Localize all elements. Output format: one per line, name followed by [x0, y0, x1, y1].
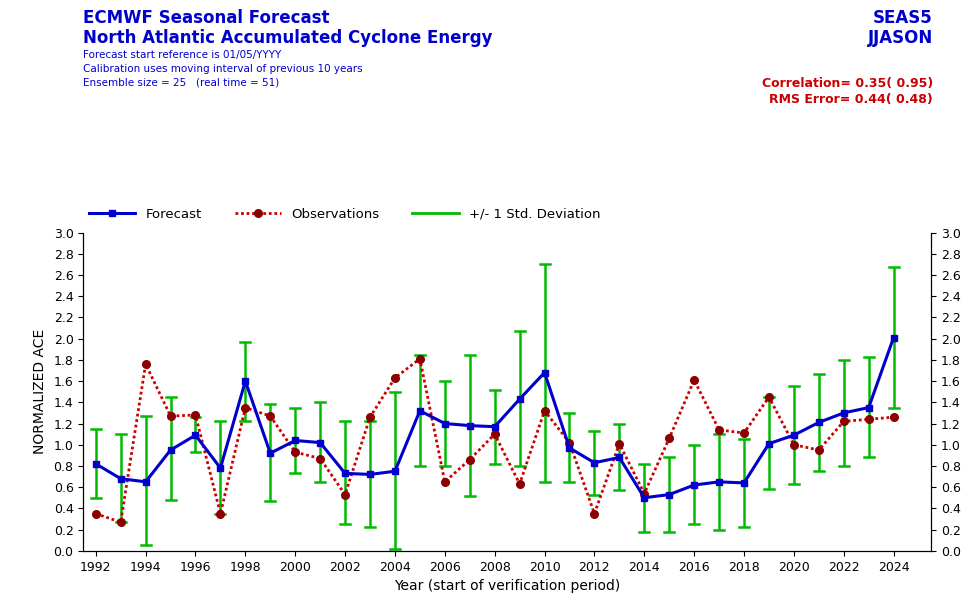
- Text: JJASON: JJASON: [867, 29, 933, 47]
- Y-axis label: NORMALIZED ACE: NORMALIZED ACE: [32, 329, 47, 454]
- Text: SEAS5: SEAS5: [873, 9, 933, 27]
- Text: ECMWF Seasonal Forecast: ECMWF Seasonal Forecast: [83, 9, 330, 27]
- Text: Correlation= 0.35( 0.95): Correlation= 0.35( 0.95): [761, 77, 933, 90]
- Text: North Atlantic Accumulated Cyclone Energy: North Atlantic Accumulated Cyclone Energ…: [83, 29, 493, 47]
- Legend: Forecast, Observations, +/- 1 Std. Deviation: Forecast, Observations, +/- 1 Std. Devia…: [83, 203, 606, 226]
- Text: RMS Error= 0.44( 0.48): RMS Error= 0.44( 0.48): [769, 93, 933, 106]
- X-axis label: Year (start of verification period): Year (start of verification period): [394, 579, 620, 593]
- Text: Ensemble size = 25   (real time = 51): Ensemble size = 25 (real time = 51): [83, 77, 279, 87]
- Text: Calibration uses moving interval of previous 10 years: Calibration uses moving interval of prev…: [83, 64, 363, 73]
- Text: Forecast start reference is 01/05/YYYY: Forecast start reference is 01/05/YYYY: [83, 50, 281, 60]
